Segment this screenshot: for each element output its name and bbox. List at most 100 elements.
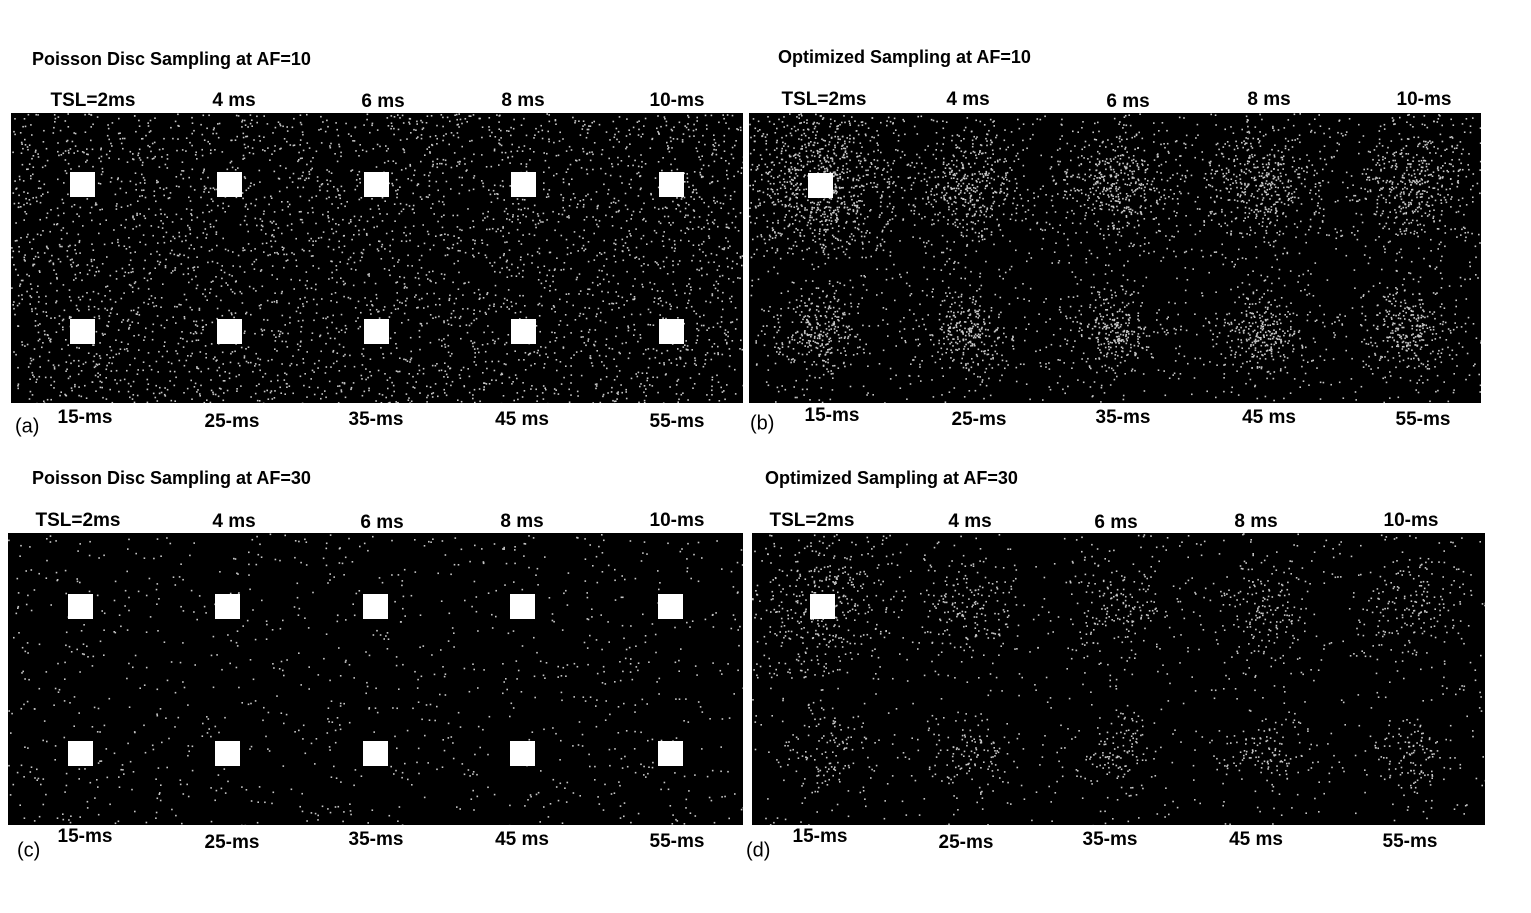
- sample-dot: [446, 247, 449, 249]
- sample-dot: [737, 170, 739, 173]
- sample-dot: [412, 208, 414, 210]
- sample-dot: [593, 142, 596, 144]
- sample-dot: [949, 167, 952, 170]
- sample-dot: [98, 270, 100, 273]
- sample-dot: [260, 229, 263, 231]
- sample-dot: [566, 253, 569, 256]
- sample-dot: [780, 234, 782, 237]
- sample-dot: [116, 203, 118, 205]
- sample-dot: [407, 399, 410, 401]
- sample-dot: [278, 335, 281, 338]
- sample-dot: [365, 368, 367, 370]
- sample-dot: [956, 134, 959, 136]
- sample-dot: [489, 262, 491, 264]
- sample-dot: [789, 132, 792, 135]
- sample-dot: [702, 251, 704, 253]
- sample-dot: [207, 140, 209, 143]
- sample-dot: [275, 223, 277, 225]
- sample-dot: [672, 221, 674, 224]
- sample-dot: [407, 319, 410, 321]
- sample-dot: [203, 191, 205, 193]
- sample-dot: [891, 211, 893, 213]
- sample-dot: [92, 290, 95, 293]
- sample-dot: [148, 146, 151, 148]
- sample-dot: [676, 197, 678, 199]
- sample-dot: [279, 148, 281, 150]
- sample-dot: [157, 181, 159, 183]
- sample-dot: [990, 207, 992, 210]
- sample-dot: [56, 289, 58, 292]
- sample-dot: [731, 340, 734, 342]
- sample-dot: [807, 128, 809, 130]
- sample-dot: [262, 402, 265, 403]
- sample-dot: [312, 240, 314, 243]
- sample-dot: [578, 235, 581, 238]
- sample-dot: [300, 330, 302, 333]
- sample-dot: [215, 295, 218, 298]
- sample-dot: [506, 299, 508, 301]
- sample-dot: [514, 350, 516, 352]
- sample-dot: [191, 398, 193, 400]
- sample-dot: [312, 157, 314, 159]
- sample-dot: [245, 135, 247, 138]
- sample-dot: [87, 352, 90, 354]
- sample-dot: [517, 398, 519, 401]
- sample-dot: [799, 232, 802, 234]
- sample-dot: [540, 124, 542, 127]
- sample-dot: [505, 207, 508, 210]
- sample-dot: [927, 196, 929, 198]
- sample-dot: [935, 149, 937, 151]
- sample-dot: [143, 339, 145, 341]
- sample-dot: [132, 309, 135, 312]
- sample-dot: [53, 366, 56, 368]
- sample-dot: [58, 323, 61, 325]
- sample-dot: [170, 126, 172, 129]
- sample-dot: [830, 223, 832, 225]
- sample-dot: [242, 197, 244, 200]
- sample-dot: [644, 163, 647, 165]
- sample-dot: [78, 394, 80, 397]
- sample-dot: [864, 217, 866, 220]
- sample-dot: [432, 270, 434, 273]
- sample-dot: [242, 249, 244, 252]
- sample-dot: [914, 177, 916, 180]
- sample-dot: [254, 248, 256, 250]
- sample-dot: [598, 269, 601, 272]
- sample-dot: [540, 295, 543, 298]
- sample-dot: [358, 155, 360, 157]
- sample-dot: [429, 386, 432, 388]
- sample-dot: [469, 140, 471, 142]
- sample-dot: [647, 348, 650, 350]
- sample-dot: [635, 246, 638, 249]
- sample-dot: [468, 391, 471, 394]
- sample-dot: [241, 192, 244, 194]
- sample-dot: [28, 144, 31, 146]
- sample-dot: [637, 195, 640, 197]
- sample-dot: [555, 173, 558, 175]
- sample-dot: [484, 350, 487, 353]
- sample-dot: [483, 386, 485, 388]
- sample-dot: [608, 157, 610, 160]
- sample-dot: [392, 184, 394, 187]
- sample-dot: [603, 251, 606, 254]
- sample-dot: [554, 288, 557, 291]
- sample-dot: [55, 300, 58, 302]
- sample-dot: [881, 212, 883, 214]
- sample-dot: [46, 246, 48, 249]
- sample-dot: [13, 307, 15, 310]
- sample-dot: [889, 251, 892, 253]
- sample-dot: [558, 140, 561, 142]
- sample-dot: [502, 235, 504, 238]
- sample-dot: [101, 208, 103, 211]
- sample-dot: [427, 233, 430, 236]
- sample-dot: [242, 136, 245, 139]
- sample-dot: [40, 195, 43, 197]
- sample-dot: [473, 319, 475, 322]
- sample-dot: [949, 198, 952, 200]
- sample-dot: [876, 142, 878, 144]
- sample-dot: [816, 209, 818, 211]
- sample-dot: [417, 183, 419, 185]
- sample-dot: [773, 203, 775, 206]
- sample-dot: [1001, 176, 1004, 179]
- sample-dot: [220, 299, 222, 302]
